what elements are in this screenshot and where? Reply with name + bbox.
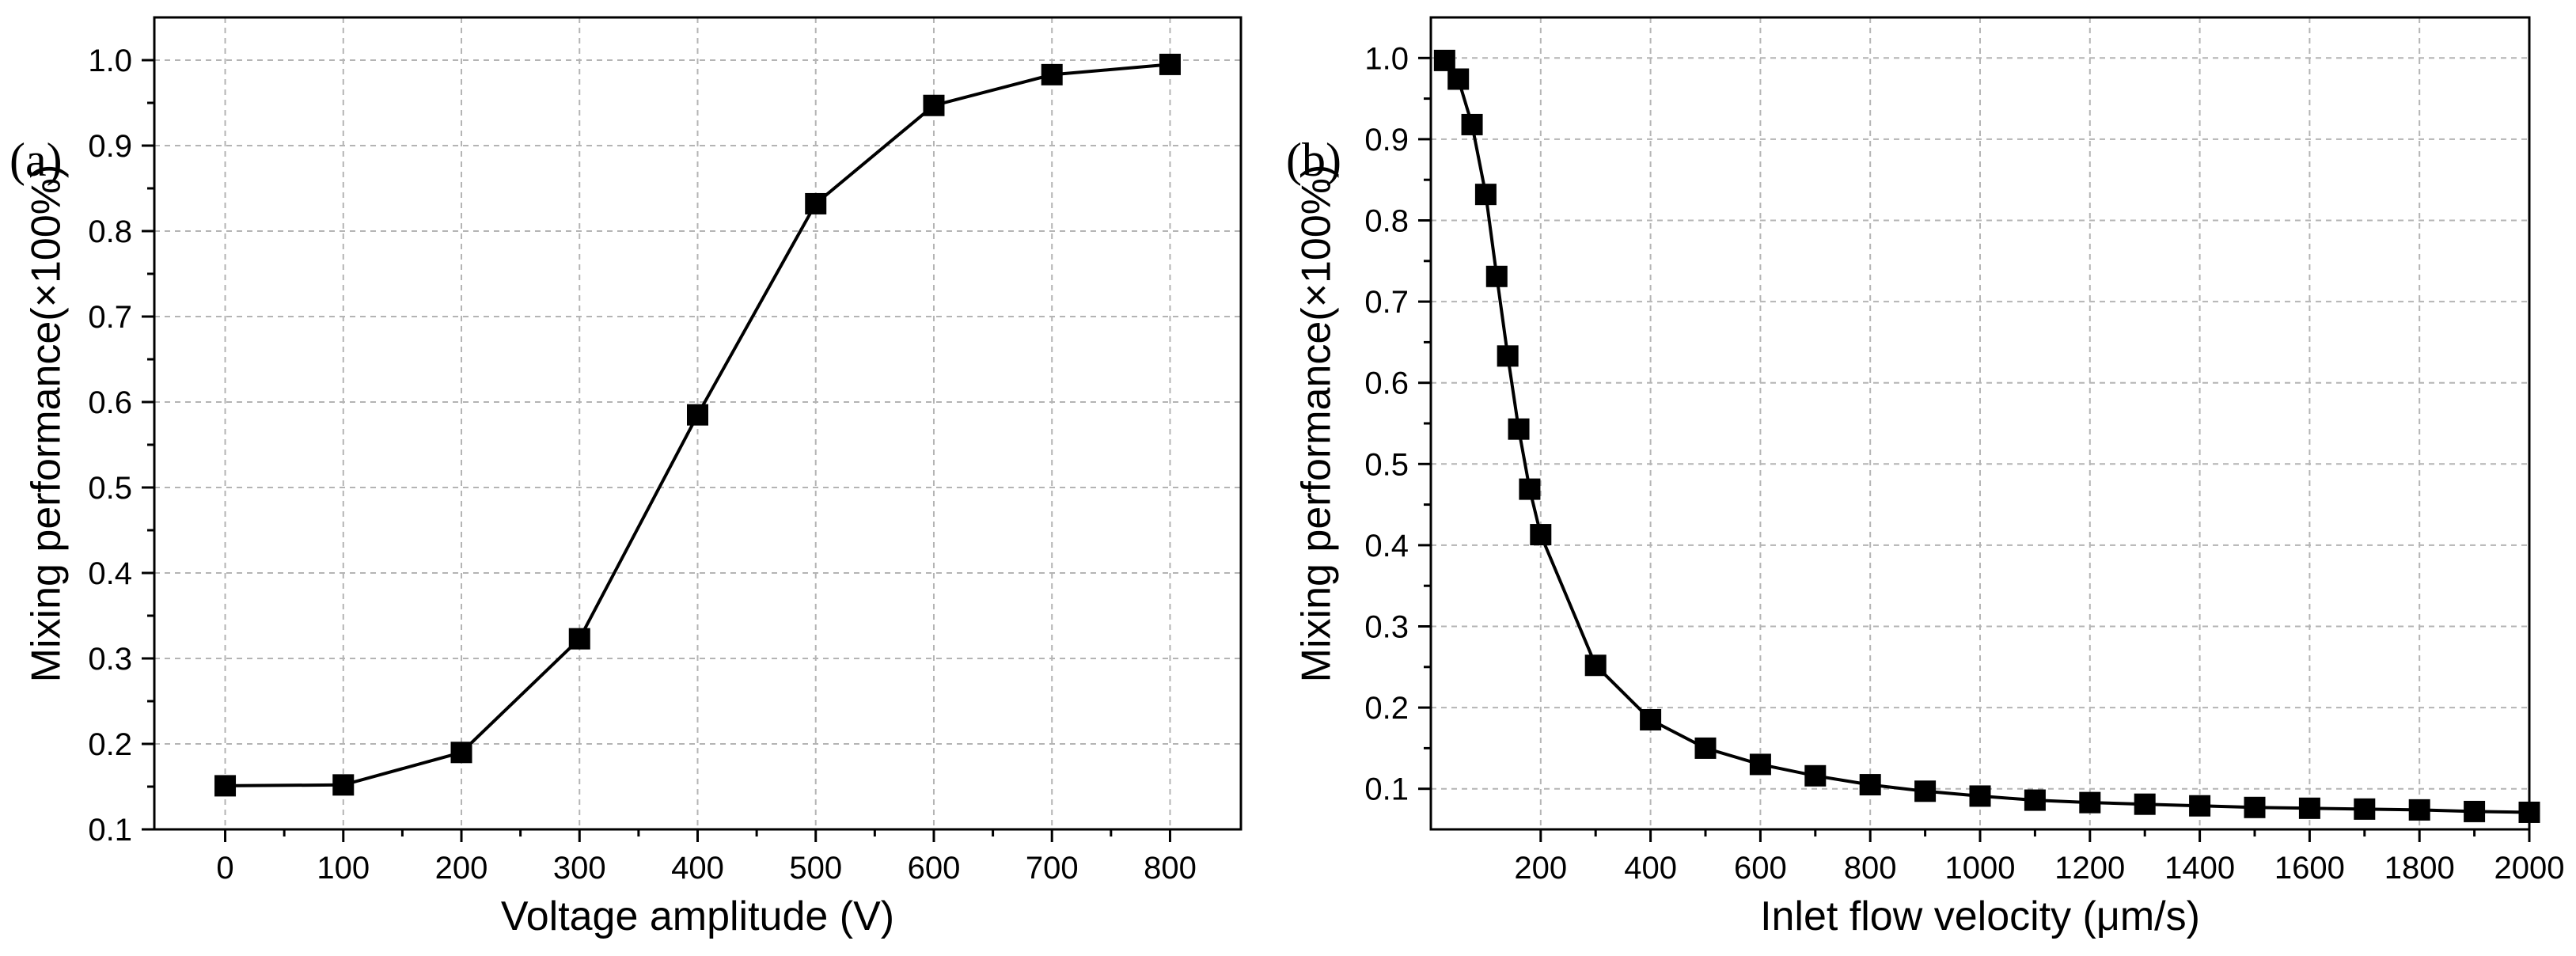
y-tick-label: 0.2	[88, 727, 132, 762]
x-tick-label: 2000	[2494, 851, 2565, 886]
data-point	[1508, 418, 1530, 440]
data-point	[1584, 654, 1607, 677]
series-group	[214, 53, 1181, 797]
x-tick-label: 800	[1144, 851, 1197, 886]
y-tick-label: 0.5	[1364, 447, 1409, 482]
data-point	[1461, 113, 1483, 135]
x-tick-label: 400	[671, 851, 724, 886]
x-tick-label: 800	[1844, 851, 1897, 886]
y-tick-label: 0.4	[1364, 529, 1409, 563]
x-tick-labels: 200 400 600 800 1000 1200 1400 1600 1800 2000	[1514, 851, 2564, 886]
x-axis-title: Voltage amplitude (V)	[501, 893, 894, 939]
y-tick-label: 1.0	[88, 44, 132, 78]
data-point	[1447, 68, 1470, 90]
data-point	[1804, 764, 1827, 787]
chart-panel-a: 0 100 200 300 400 500 600 700 800 0.10.20.30.40.…	[9, 16, 1242, 939]
chart-panel-b: 200 400 600 800 1000 1200 1400 1600 1800 2000 0.1…	[1286, 16, 2564, 939]
x-tick-label: 100	[317, 851, 370, 886]
y-tick-label: 0.9	[88, 129, 132, 164]
y-tick-label: 0.3	[1364, 610, 1409, 645]
x-tick-label: 1000	[1945, 851, 2016, 886]
y-tick-label: 0.6	[1364, 366, 1409, 401]
x-tick-label: 200	[1514, 851, 1567, 886]
y-axis-title: Mixing performance(×100%)	[1294, 165, 1340, 683]
data-point	[2024, 789, 2046, 811]
data-point	[1859, 774, 1881, 796]
data-point	[1969, 785, 1991, 807]
axis-ticks	[142, 59, 1171, 842]
data-point	[1749, 753, 1771, 776]
x-tick-label: 200	[435, 851, 488, 886]
data-point	[1914, 780, 1937, 802]
y-tick-label: 0.8	[88, 214, 132, 249]
grid-lines	[1431, 17, 2529, 829]
y-axis-title: Mixing performance(×100%)	[24, 165, 70, 683]
data-point	[2408, 799, 2430, 821]
data-point	[568, 628, 590, 650]
data-point	[2298, 797, 2320, 819]
y-tick-labels: 0.1 0.2 0.3 0.4 0.5 0.6 0.7 0.8 0.9 1.0	[1364, 41, 1409, 806]
x-tick-label: 1400	[2164, 851, 2235, 886]
x-tick-label: 300	[553, 851, 606, 886]
data-point	[923, 94, 945, 116]
data-point	[1530, 524, 1552, 546]
x-tick-label: 1200	[2054, 851, 2125, 886]
x-tick-label: 500	[789, 851, 842, 886]
data-point	[687, 404, 708, 426]
y-tick-label: 0.3	[88, 642, 132, 677]
x-tick-label: 400	[1624, 851, 1677, 886]
data-point	[1474, 184, 1497, 206]
panel-label: (a)	[9, 134, 63, 186]
axis-ticks	[1418, 56, 2531, 842]
y-tick-label: 0.1	[88, 813, 132, 848]
data-point	[2464, 800, 2486, 822]
y-tick-label: 0.6	[88, 385, 132, 420]
data-point	[2079, 791, 2101, 814]
y-tick-label: 0.8	[1364, 204, 1409, 239]
data-point	[1433, 49, 1455, 71]
data-point	[332, 774, 355, 796]
data-point	[1485, 265, 1508, 287]
data-point	[1041, 63, 1063, 85]
data-point	[450, 742, 472, 764]
data-point	[1159, 53, 1181, 75]
y-tick-label: 1.0	[1364, 41, 1409, 76]
grid-lines	[154, 17, 1241, 829]
y-tick-label: 0.7	[1364, 285, 1409, 320]
data-point	[2189, 795, 2211, 817]
data-point	[2244, 796, 2266, 818]
data-point	[2134, 793, 2156, 815]
y-tick-label: 0.2	[1364, 691, 1409, 726]
panel-label: (b)	[1286, 134, 1341, 186]
y-tick-label: 0.5	[88, 471, 132, 506]
data-point	[214, 775, 237, 797]
series-group	[1433, 49, 2540, 823]
y-tick-label: 0.7	[88, 300, 132, 335]
x-tick-label: 600	[1734, 851, 1787, 886]
data-point	[805, 192, 827, 214]
data-point	[1694, 737, 1717, 759]
x-tick-label: 600	[908, 851, 961, 886]
data-point	[1497, 345, 1519, 367]
x-axis-title: Inlet flow velocity (μm/s)	[1760, 893, 2200, 939]
x-tick-label: 0	[216, 851, 233, 886]
data-point	[1519, 478, 1541, 500]
series-line	[1443, 59, 2530, 814]
x-tick-label: 700	[1026, 851, 1079, 886]
y-tick-label: 0.9	[1364, 123, 1409, 157]
y-tick-labels: 0.1 0.2 0.3 0.4 0.5 0.6 0.7 0.8 0.9 1.0	[88, 44, 132, 848]
x-tick-label: 1800	[2384, 851, 2455, 886]
data-point	[2354, 798, 2376, 820]
y-tick-label: 0.4	[88, 556, 132, 591]
data-point	[1640, 708, 1662, 730]
y-tick-label: 0.1	[1364, 772, 1409, 807]
x-tick-label: 1600	[2274, 851, 2345, 886]
x-tick-labels: 0 100 200 300 400 500 600 700 800	[216, 851, 1196, 886]
